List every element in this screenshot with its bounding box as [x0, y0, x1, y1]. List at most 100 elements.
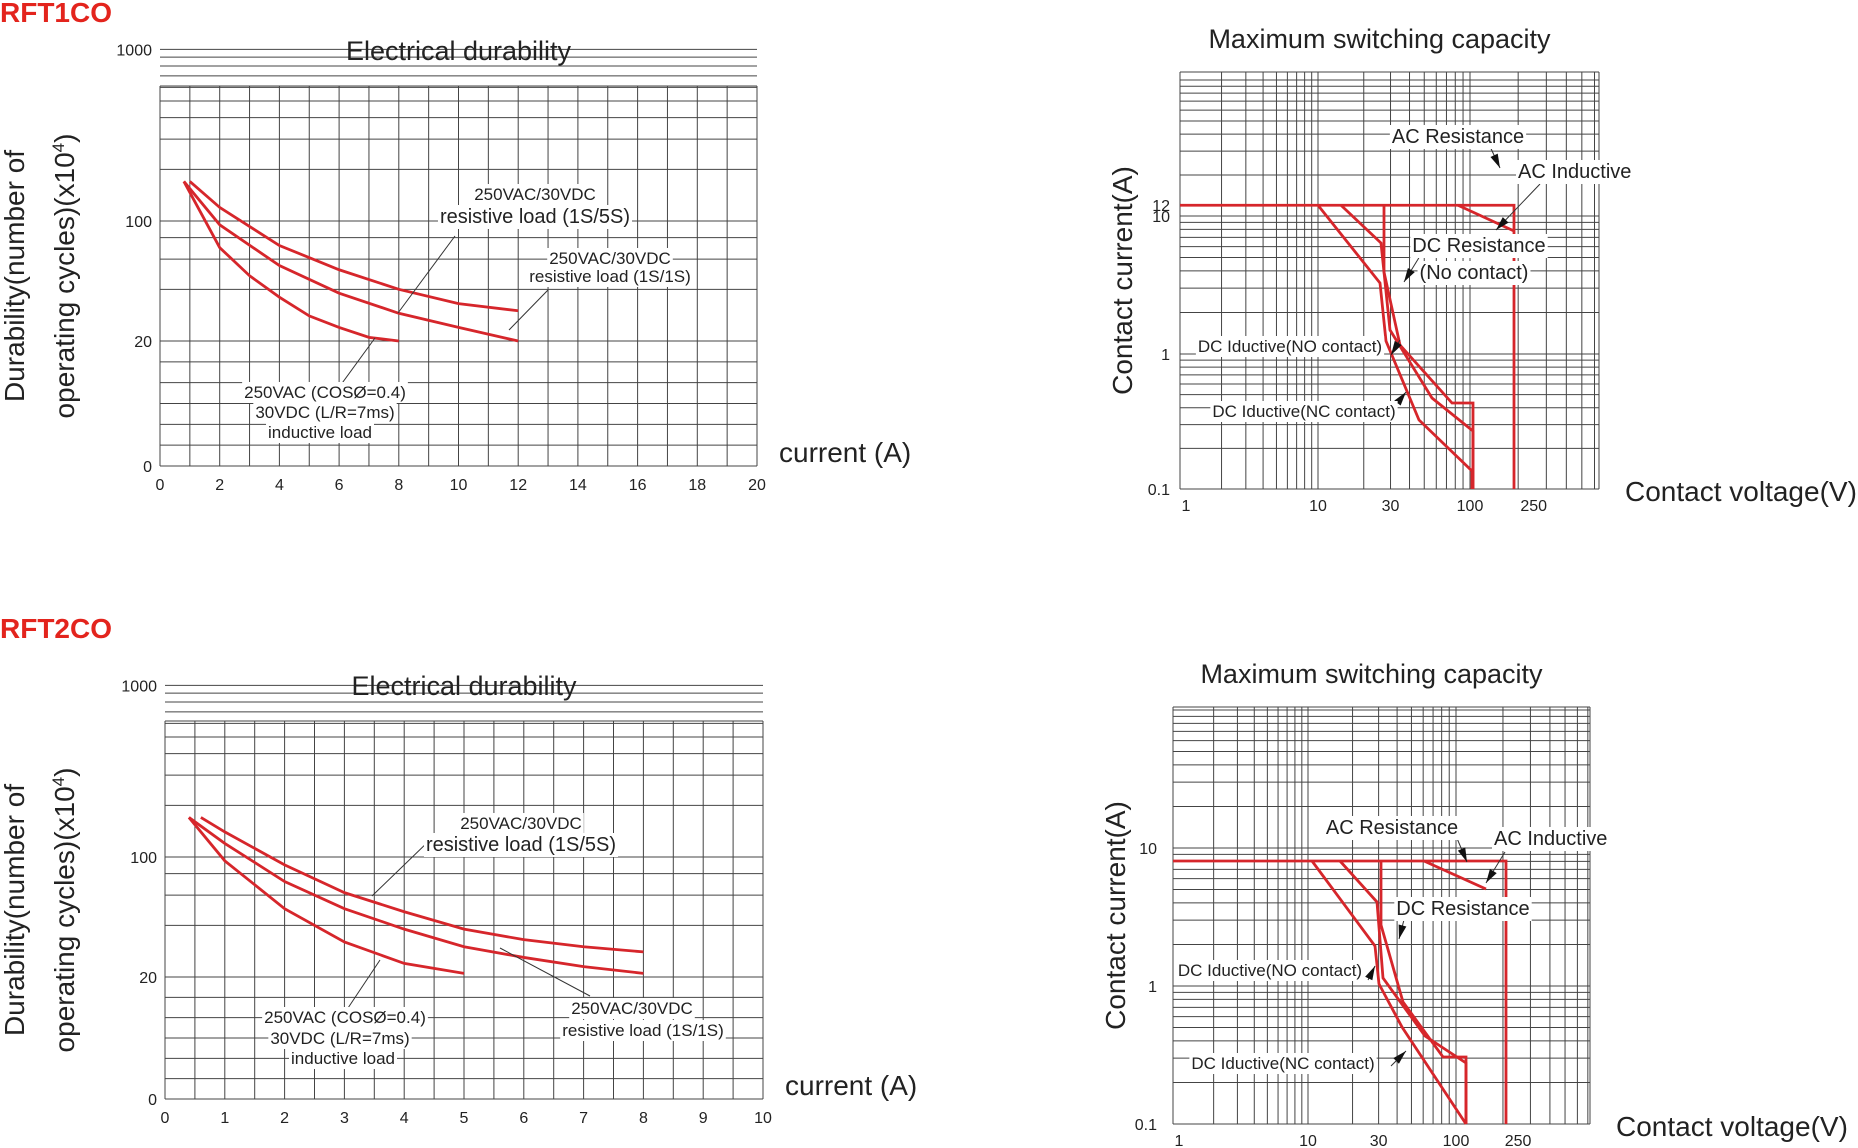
annotation-inductive-line2: 30VDC (L/R=7ms) [270, 1029, 409, 1048]
durability-curve-1 [200, 816, 644, 954]
arrow-dc-inductive-nc-arrowhead [1393, 1051, 1406, 1064]
annotation-inductive-line1-bg [262, 1007, 428, 1028]
annotation-inductive-line3-bg [289, 1048, 397, 1069]
annotation-1s1s-line2: resistive load (1S/1S) [562, 1021, 724, 1040]
x-axis-label: current (A) [785, 1070, 917, 1101]
label-ac-resistance: AC Resistance [1326, 817, 1458, 839]
y-tick-label: 0 [143, 459, 152, 476]
capacity-title-1: Maximum switching capacity [1208, 24, 1551, 54]
label-ac-resistance-bg [1389, 125, 1527, 149]
durability-curve-2 [182, 180, 519, 343]
annotation-inductive-line1: 250VAC (COSØ=0.4) [264, 1008, 426, 1027]
label-dc-resistance-bg [1410, 234, 1548, 258]
curve-ac-resistance [1180, 203, 1516, 489]
x-tick-label: 6 [335, 477, 344, 494]
annotation-1s5s-line2-bg [423, 833, 619, 857]
annotation-inductive-line2-bg [253, 402, 397, 423]
section-title-rft1co: RFT1CO [0, 0, 112, 28]
label-no-contact-bg [1417, 261, 1531, 285]
label-dc-resistance-bg [1394, 897, 1532, 921]
arrow-ac-inductive-arrowhead [1486, 868, 1497, 883]
y-tick-label: 20 [134, 334, 152, 351]
y-tick-label: 1000 [121, 678, 157, 695]
durability-title-1: Electrical durability [346, 36, 572, 66]
x-tick-label: 10 [450, 477, 468, 494]
y-tick-label: 0.1 [1148, 482, 1170, 499]
label-dc-resistance: DC Resistance [1412, 235, 1545, 257]
arrow-dc-inductive-no-arrowhead [1365, 966, 1375, 981]
x-tick-label: 10 [1309, 498, 1327, 515]
curve-dc-inductive-nc [1382, 205, 1475, 489]
annotation-1s5s-line1: 250VAC/30VDC [460, 814, 582, 833]
label-ac-inductive: AC Inductive [1518, 161, 1631, 183]
annotation-1s5s-line2: resistive load (1S/5S) [440, 206, 630, 228]
annotation-1s5s-line1: 250VAC/30VDC [474, 185, 596, 204]
x-tick-label: 2 [280, 1110, 289, 1127]
x-tick-label: 7 [579, 1110, 588, 1127]
y-tick-label: 20 [139, 970, 157, 987]
annotation-1s5s-line1-bg [472, 184, 598, 205]
x-tick-label: 4 [275, 477, 284, 494]
annotation-inductive-line2-bg [268, 1028, 412, 1049]
arrow-dc-resistance-arrowhead [1404, 267, 1415, 282]
x-tick-label: 30 [1382, 498, 1400, 515]
label-no-contact: (No contact) [1420, 262, 1529, 284]
x-axis-label: Contact voltage(V) [1616, 1111, 1848, 1142]
y-tick-label: 1 [1161, 347, 1170, 364]
arrow-dc-resistance-arrowhead [1398, 924, 1407, 939]
y-tick-label: 0 [148, 1092, 157, 1109]
annotation-1s1s-line2-bg [560, 1020, 726, 1041]
annotation-1s1s-line1: 250VAC/30VDC [549, 249, 671, 268]
x-tick-label: 10 [754, 1110, 772, 1127]
x-tick-label: 0 [156, 477, 165, 494]
durability-curve-3 [182, 180, 399, 343]
x-tick-label: 2 [215, 477, 224, 494]
label-dc-inductive-nc-bg [1210, 401, 1398, 422]
annotation-1s5s-line2: resistive load (1S/5S) [426, 834, 616, 856]
y-axis-label: Contact current(A) [1107, 166, 1138, 395]
label-dc-resistance: DC Resistance [1396, 898, 1529, 920]
curve-ac-resistance [1173, 859, 1508, 1124]
annotation-inductive-line3: inductive load [268, 423, 372, 442]
annotation-1s1s-line2: resistive load (1S/1S) [529, 267, 691, 286]
durability-curve-2 [188, 816, 644, 975]
x-tick-label: 14 [569, 477, 587, 494]
curve-ac-inductive [1457, 203, 1515, 233]
label-ac-resistance: AC Resistance [1392, 126, 1524, 148]
annotation-inductive-line3: inductive load [291, 1049, 395, 1068]
label-ac-inductive-bg [1516, 160, 1634, 184]
durability-grid-1 [159, 48, 758, 467]
durability-curve-3 [187, 816, 465, 975]
label-dc-inductive-nc-bg [1189, 1053, 1377, 1074]
y-axis-label-line1: Durability(number of [0, 784, 30, 1036]
label-dc-inductive-nc: DC Iductive(NC contact) [1191, 1054, 1374, 1073]
leader-1s1s [499, 947, 591, 997]
x-tick-label: 250 [1520, 498, 1547, 515]
y-axis-label-line1: Durability(number of [0, 150, 30, 402]
x-tick-label: 8 [639, 1110, 648, 1127]
x-tick-label: 4 [400, 1110, 409, 1127]
curve-dc-resistance [1310, 860, 1468, 1125]
y-axis-label: Contact current(A) [1100, 801, 1131, 1030]
label-dc-inductive-nc: DC Iductive(NC contact) [1212, 402, 1395, 421]
y-tick-label: 1000 [116, 42, 152, 59]
x-tick-label: 100 [1443, 1133, 1470, 1148]
annotation-1s1s-line2-bg [527, 266, 693, 287]
label-dc-inductive-no: DC Iductive(NO contact) [1198, 337, 1382, 356]
x-tick-label: 10 [1299, 1133, 1317, 1148]
x-tick-label: 9 [699, 1110, 708, 1127]
x-tick-label: 8 [394, 477, 403, 494]
label-ac-inductive-bg [1492, 827, 1610, 851]
leader-1s5s [371, 837, 433, 897]
x-tick-label: 16 [629, 477, 647, 494]
y-tick-label: 100 [125, 214, 152, 231]
annotation-inductive-line1: 250VAC (COSØ=0.4) [244, 383, 406, 402]
capacity-title-2: Maximum switching capacity [1200, 659, 1543, 689]
x-tick-label: 1 [1175, 1133, 1184, 1148]
annotation-1s1s-line1-bg [569, 998, 695, 1019]
x-axis-label: Contact voltage(V) [1625, 476, 1857, 507]
arrow-dc-inductive-no-arrowhead [1391, 340, 1402, 355]
arrow-ac-resistance-arrowhead [1490, 153, 1500, 168]
arrow-ac-resistance-arrowhead [1457, 847, 1467, 862]
